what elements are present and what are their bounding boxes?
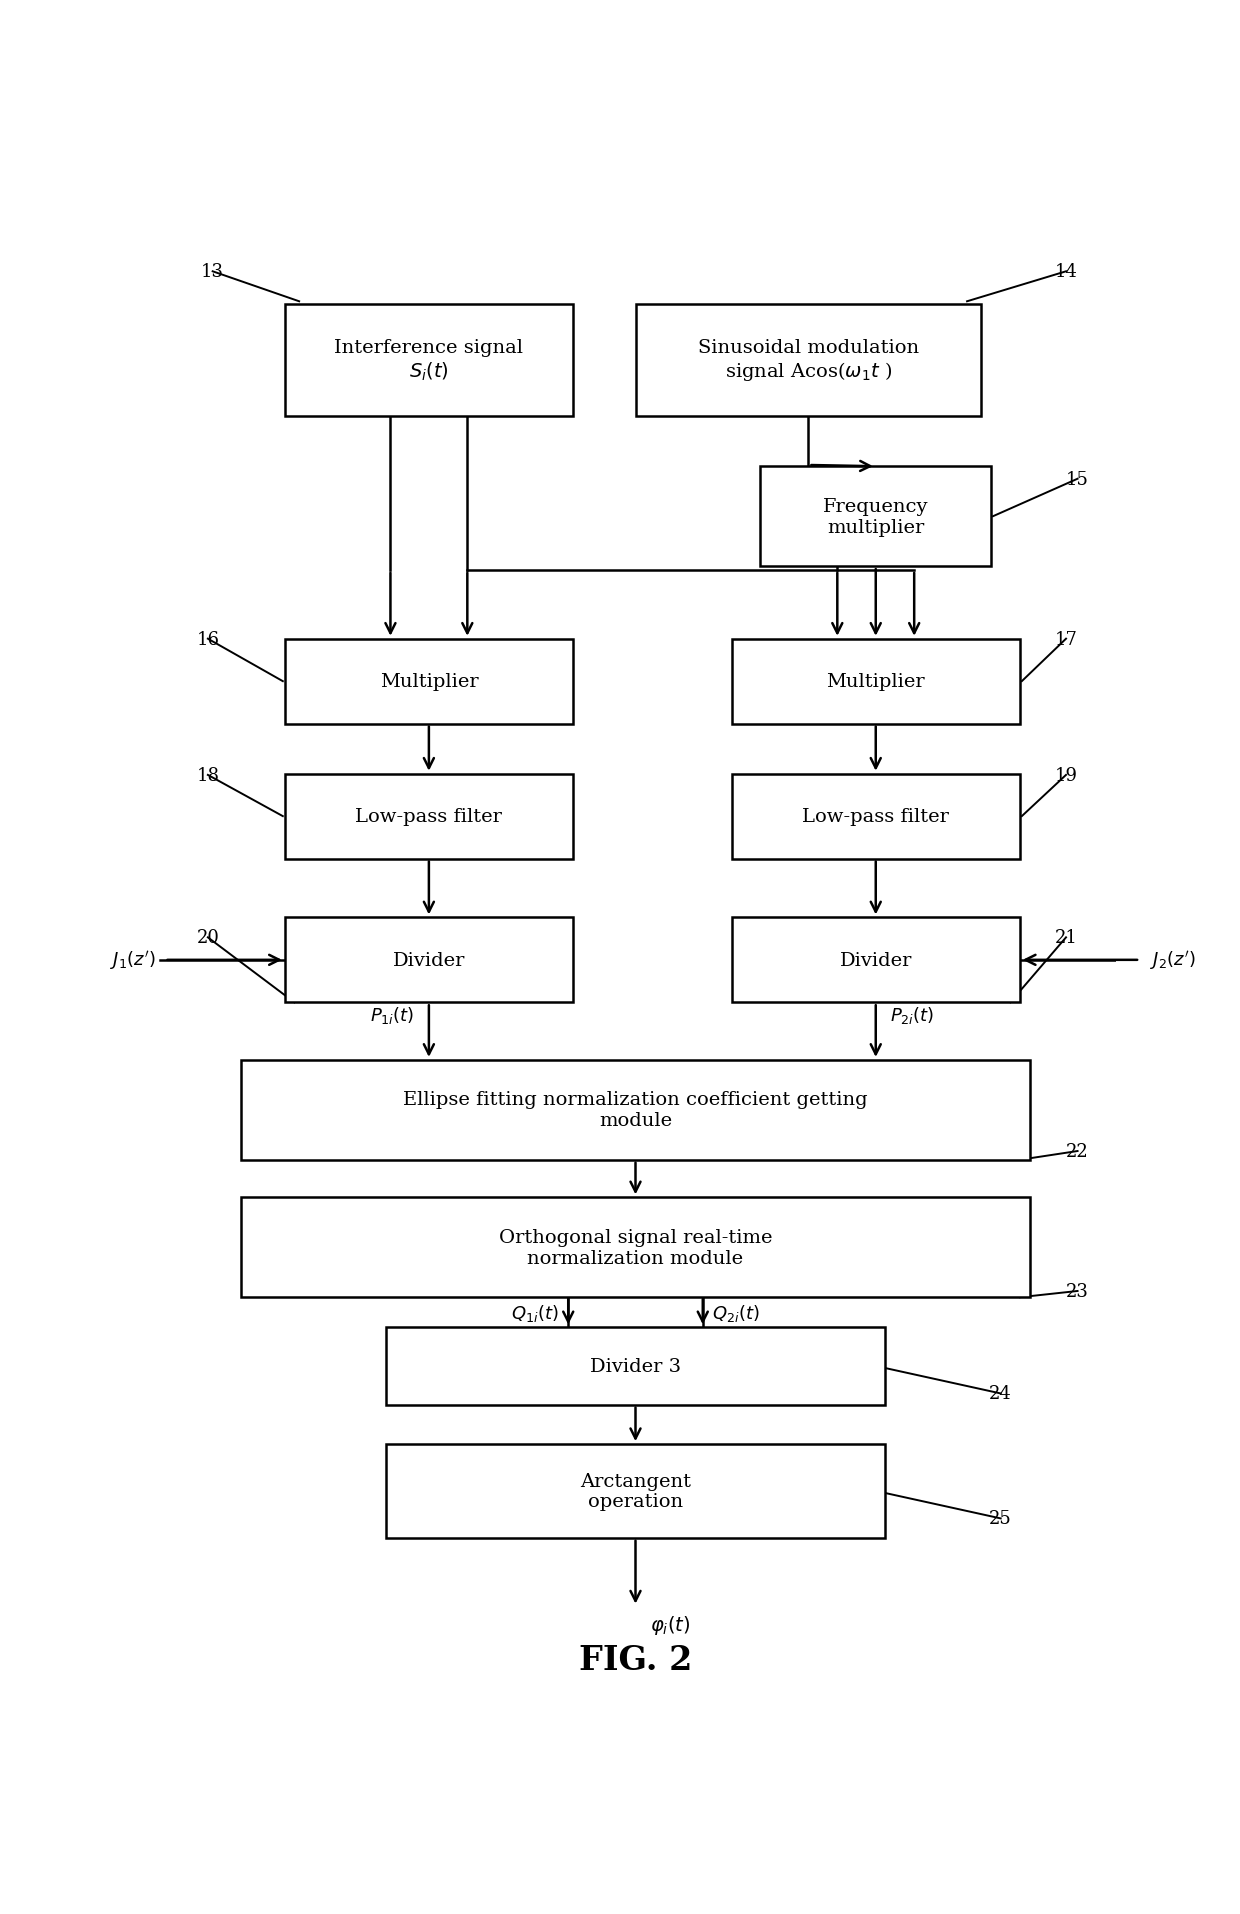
Bar	[242, 1198, 1029, 1298]
Text: Arctangent
operation: Arctangent operation	[580, 1472, 691, 1510]
Text: 24: 24	[990, 1384, 1012, 1403]
Text: Multiplier: Multiplier	[826, 674, 925, 691]
Bar	[386, 1445, 885, 1539]
Text: Frequency
multiplier: Frequency multiplier	[823, 498, 929, 536]
Text: 15: 15	[1066, 471, 1089, 488]
Bar	[732, 775, 1019, 859]
Bar	[285, 639, 573, 723]
Text: Ellipse fitting normalization coefficient getting
module: Ellipse fitting normalization coefficien…	[403, 1091, 868, 1129]
Text: Low-pass filter: Low-pass filter	[356, 808, 502, 825]
Text: $J_2(z')$: $J_2(z')$	[1149, 949, 1195, 972]
Text: 17: 17	[1054, 630, 1078, 649]
Bar	[732, 919, 1019, 1003]
Text: FIG. 2: FIG. 2	[579, 1644, 692, 1677]
Text: 18: 18	[196, 766, 219, 785]
Text: 21: 21	[1054, 928, 1078, 947]
Text: $P_{2i}(t)$: $P_{2i}(t)$	[890, 1005, 935, 1026]
Text: $\varphi_i(t)$: $\varphi_i(t)$	[650, 1614, 691, 1636]
Text: 23: 23	[1066, 1282, 1089, 1300]
Text: $P_{1i}(t)$: $P_{1i}(t)$	[370, 1005, 414, 1026]
Text: Divider 3: Divider 3	[590, 1357, 681, 1376]
Bar	[285, 919, 573, 1003]
Bar	[635, 304, 982, 417]
Text: 19: 19	[1054, 766, 1078, 785]
Text: Interference signal
$S_i(t)$: Interference signal $S_i(t)$	[335, 339, 523, 383]
Bar	[285, 775, 573, 859]
Text: $J_1(z')$: $J_1(z')$	[109, 949, 155, 972]
Text: Orthogonal signal real-time
normalization module: Orthogonal signal real-time normalizatio…	[498, 1229, 773, 1267]
Text: Low-pass filter: Low-pass filter	[802, 808, 949, 825]
Text: Sinusoidal modulation
signal Acos($\omega_1 t$ ): Sinusoidal modulation signal Acos($\omeg…	[698, 339, 919, 383]
Text: $Q_{1i}(t)$: $Q_{1i}(t)$	[511, 1302, 558, 1323]
Bar	[285, 304, 573, 417]
Text: $Q_{2i}(t)$: $Q_{2i}(t)$	[713, 1302, 760, 1323]
Bar	[386, 1328, 885, 1405]
Bar	[242, 1060, 1029, 1160]
Text: 14: 14	[1054, 262, 1078, 281]
Text: 13: 13	[201, 262, 224, 281]
Text: 25: 25	[990, 1510, 1012, 1527]
Text: Divider: Divider	[839, 951, 911, 968]
Text: 20: 20	[196, 928, 219, 947]
Text: Multiplier: Multiplier	[379, 674, 479, 691]
Bar	[760, 467, 991, 567]
Text: Divider: Divider	[393, 951, 465, 968]
Text: 16: 16	[196, 630, 219, 649]
Bar	[732, 639, 1019, 723]
Text: 22: 22	[1066, 1143, 1089, 1160]
